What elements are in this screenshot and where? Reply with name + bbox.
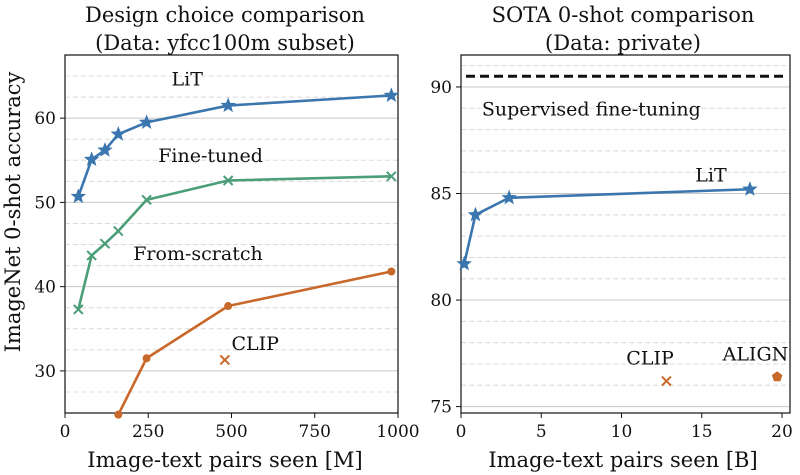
right-series-align-point <box>771 371 783 382</box>
right-y-tick-label: 85 <box>430 185 452 205</box>
right-plot-area: 0 5 10 15 20 75 80 85 90 Supervised fine-tuning Li… <box>430 54 793 442</box>
right-series-clip: CLIP <box>626 348 674 387</box>
left-series-fine-tuned-point <box>222 175 234 186</box>
left-series-clip: CLIP <box>219 333 280 366</box>
left-x-tick-label: 750 <box>299 422 331 442</box>
right-series-lit-point <box>456 255 472 271</box>
right-x-tick-label: 5 <box>536 422 547 442</box>
left-series-from-scratch-point <box>114 410 123 419</box>
left-x-axis-label: Image-text pairs seen [M] <box>87 448 362 472</box>
right-x-tick-label: 15 <box>691 422 713 442</box>
left-chart-title: Design choice comparison <box>85 3 365 27</box>
left-series-fine-tuned-label: Fine-tuned <box>158 145 263 167</box>
right-x-tick-label: 0 <box>456 422 467 442</box>
left-y-tick-label: 30 <box>34 362 56 382</box>
right-y-tick-label: 90 <box>430 78 452 98</box>
left-x-tick-label: 500 <box>215 422 247 442</box>
right-series-lit-point <box>501 189 517 205</box>
left-series-from-scratch-label: From-scratch <box>133 243 262 265</box>
right-y-tick-label: 75 <box>430 398 452 418</box>
left-series-lit: LiT <box>70 69 400 204</box>
left-series-fine-tuned-point-stroke-b <box>222 175 234 186</box>
right-series-lit-label: LiT <box>695 164 727 186</box>
right-series-clip-label: CLIP <box>626 348 674 370</box>
left-series-from-scratch-point <box>387 267 396 276</box>
right-series-lit: LiT <box>456 164 758 271</box>
left-series-fine-tuned-point-stroke-b <box>99 238 111 249</box>
left-series-lit-point <box>97 142 113 157</box>
left-y-tick-label: 60 <box>34 109 56 129</box>
right-y-tick-label: 80 <box>430 291 452 311</box>
left-series-from-scratch-line <box>117 270 392 416</box>
left-series-fine-tuned-point-stroke-b <box>73 304 84 315</box>
left-series-from-scratch-point <box>142 354 151 363</box>
left-series-lit-point <box>83 151 100 167</box>
right-chart-subtitle: (Data: private) <box>545 31 701 55</box>
right-chart-title: SOTA 0-shot comparison <box>492 3 755 27</box>
left-series-fine-tuned-point-stroke-b <box>86 250 97 261</box>
right-x-tick-label: 20 <box>771 422 793 442</box>
left-series-clip-label: CLIP <box>232 333 280 355</box>
left-y-tick-label: 40 <box>34 278 56 298</box>
left-y-axis-label: ImageNet 0-shot accuracy <box>1 71 25 352</box>
left-series-fine-tuned-point-stroke-b <box>386 171 397 182</box>
left-x-tick-label: 1000 <box>376 422 419 442</box>
right-series-clip-point <box>661 375 672 387</box>
right-series-align: ALIGN <box>722 343 789 382</box>
left-series-clip-point-stroke-b <box>219 354 231 366</box>
left-series-fine-tuned: Fine-tuned <box>73 145 397 315</box>
left-series-lit-point <box>138 114 155 129</box>
left-series-clip-point <box>219 354 231 366</box>
right-axes-frame <box>460 54 791 414</box>
right-series-lit-line <box>462 187 750 265</box>
right-x-tick-label: 10 <box>611 422 633 442</box>
left-x-tick-label: 0 <box>60 422 71 442</box>
left-series-fine-tuned-point-stroke-b <box>113 225 124 237</box>
left-series-from-scratch: From-scratch <box>114 243 396 419</box>
left-plot-area: 0 250 500 750 1000 30 40 50 60 LiT Fine-tuned From-… <box>34 54 420 442</box>
left-y-tick-label: 50 <box>34 193 56 213</box>
left-series-lit-point <box>70 188 87 204</box>
right-x-axis-label: Image-text pairs seen [B] <box>488 448 757 472</box>
right-series-lit-point <box>742 181 758 196</box>
right-panel: SOTA 0-shot comparison (Data: private) 0… <box>430 3 792 472</box>
left-panel: Design choice comparison (Data: yfcc100m… <box>1 3 420 472</box>
left-series-from-scratch-point <box>224 302 233 311</box>
left-series-fine-tuned-point <box>141 194 152 206</box>
left-series-lit-label: LiT <box>172 69 204 91</box>
right-series-lit-point <box>467 206 484 222</box>
left-series-fine-tuned-point <box>386 171 397 182</box>
left-series-fine-tuned-point-stroke-b <box>141 194 152 206</box>
left-series-fine-tuned-point <box>113 225 124 237</box>
left-series-lit-point <box>110 126 126 141</box>
left-series-lit-point <box>220 97 236 113</box>
left-series-fine-tuned-point <box>99 238 111 249</box>
left-series-fine-tuned-point <box>73 304 84 315</box>
right-reference-line-label: Supervised fine-tuning <box>482 98 701 120</box>
right-series-align-label: ALIGN <box>722 343 789 365</box>
left-series-fine-tuned-point <box>86 250 97 261</box>
left-x-tick-label: 250 <box>132 422 164 442</box>
right-series-clip-point-stroke-b <box>661 375 672 387</box>
left-series-lit-point <box>383 87 400 103</box>
left-chart-subtitle: (Data: yfcc100m subset) <box>95 31 355 55</box>
